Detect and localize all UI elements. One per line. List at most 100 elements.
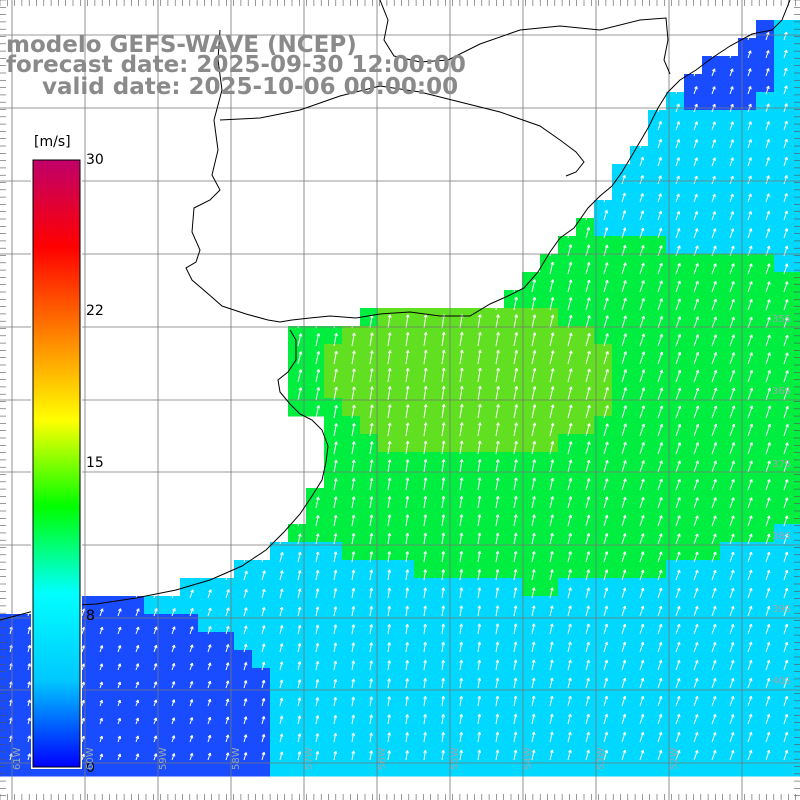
field-cell [450,470,469,489]
field-cell [756,452,775,471]
field-cell [558,398,577,417]
wind-vector [423,551,428,563]
wind-vector [621,405,627,419]
field-cell [342,686,361,705]
field-cell [216,650,235,669]
field-cell [666,632,685,651]
field-cell [540,488,559,507]
field-cell [198,740,217,759]
field-cell [486,632,505,651]
wind-vector [783,281,789,293]
field-cell [540,416,559,435]
lon-label: 57W [304,747,315,770]
wind-vector [495,332,500,347]
field-cell [144,650,163,669]
wind-vector [153,663,158,671]
field-cell [414,686,433,705]
wind-vector [333,478,338,491]
wind-vector [567,332,573,347]
wind-vector [405,314,410,329]
wind-vector [405,605,410,617]
wind-vector [441,623,446,635]
wind-vector [513,550,518,563]
field-cell [504,524,523,543]
field-cell [450,542,469,561]
wind-vector [603,279,609,293]
wind-vector [729,50,734,59]
wind-vector [711,68,716,77]
wind-vector [513,279,518,293]
field-cell [684,362,703,381]
wind-vector [153,626,158,635]
wind-vector [189,626,194,635]
field-cell [594,578,613,597]
wind-vector [711,175,716,185]
field-cell [378,362,397,381]
field-cell [324,614,343,633]
wind-vector [747,175,752,185]
field-cell [126,632,145,651]
field-cell [270,632,289,651]
wind-vector [747,423,754,437]
field-cell [594,524,613,543]
field-cell [630,506,649,525]
field-cell [306,488,325,507]
wind-vector [225,589,230,599]
wind-vector [675,478,681,491]
wind-vector [729,298,735,311]
field-cell [648,308,667,327]
field-cell [648,722,667,741]
wind-vector [675,121,680,131]
wind-vector [135,753,140,761]
wind-vector [693,641,699,653]
wind-vector [675,193,680,203]
wind-vector [189,699,194,707]
wind-vector [333,332,338,347]
field-cell [450,632,469,651]
wind-vector [333,551,338,563]
field-cell [684,542,703,561]
wind-vector [423,349,428,365]
field-cell [414,704,433,723]
wind-vector [423,367,428,383]
field-cell [486,542,505,561]
wind-vector [207,644,212,653]
field-cell [792,686,800,705]
field-cell [432,758,451,777]
field-cell [774,290,793,309]
field-cell [666,722,685,741]
wind-vector [315,660,320,671]
wind-vector [297,697,302,707]
field-cell [612,398,631,417]
field-cell [450,362,469,381]
field-cell [486,506,505,525]
wind-vector [675,280,681,293]
wind-vector [441,713,445,725]
wind-vector [657,478,663,491]
lat-label: 38S [772,531,792,542]
lat-label: 37S [772,459,792,470]
wind-vector [549,677,554,689]
field-cell [90,704,109,723]
field-cell [162,632,181,651]
wind-vector [495,314,500,329]
field-cell [414,452,433,471]
wind-vector [225,625,230,635]
wind-vector [513,404,519,419]
field-cell [792,146,800,165]
wind-vector [729,281,735,293]
field-cell [702,146,721,165]
field-cell [0,650,19,669]
field-cell [594,326,613,345]
field-cell [702,488,721,507]
wind-vector [621,514,627,527]
wind-vector [747,334,753,347]
field-cell [252,722,271,741]
field-cell [720,92,739,111]
wind-vector [729,641,735,653]
field-cell [630,668,649,687]
field-cell [702,128,721,147]
wind-vector [675,298,681,311]
wind-vector [315,569,320,581]
field-cell [180,722,199,741]
